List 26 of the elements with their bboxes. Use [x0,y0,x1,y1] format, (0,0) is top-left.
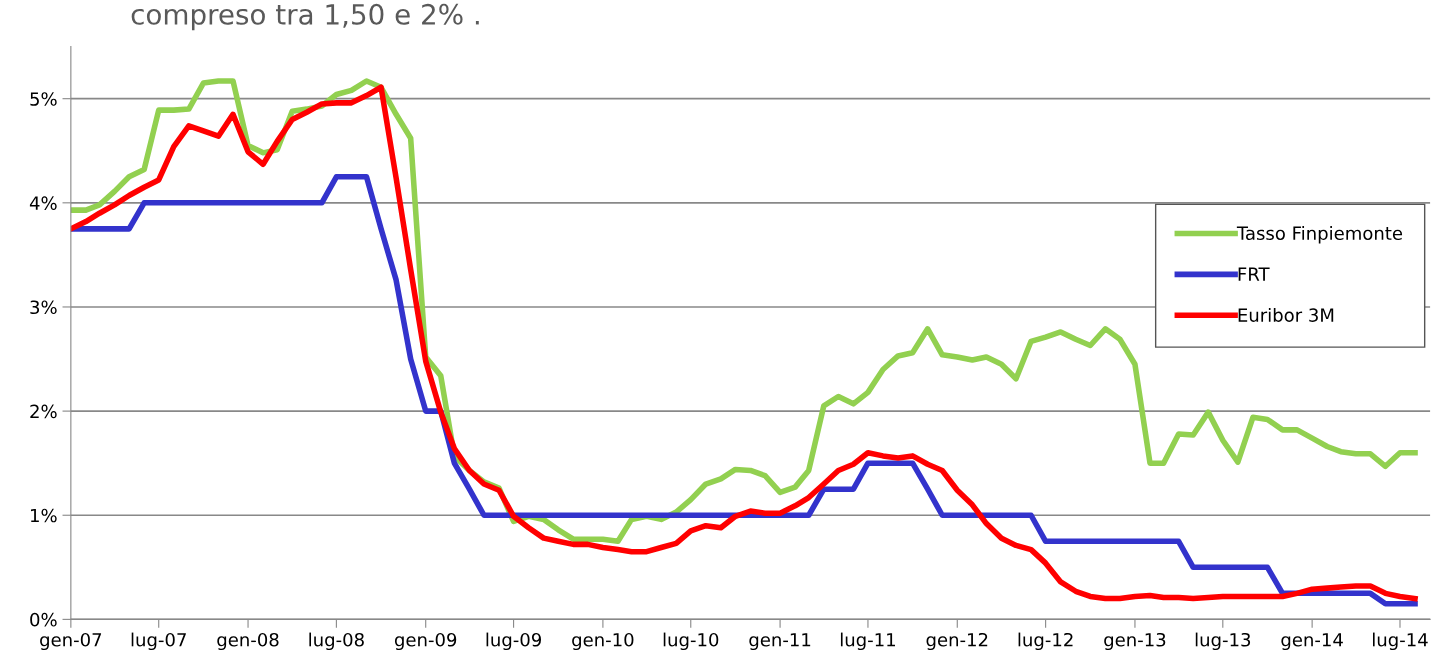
x-tick-label: lug-09 [486,632,542,651]
y-tick-label: 5% [30,92,57,106]
y-tick-label: 4% [29,196,57,210]
x-tick-label: lug-07 [131,632,186,651]
x-tick-label: lug-08 [309,632,364,651]
x-tick-label: gen-09 [394,632,457,651]
legend-label: FRT [1238,267,1270,281]
x-tick-label: gen-11 [749,633,811,651]
legend-label: Tasso Finpiemonte [1236,226,1403,244]
x-tick-label: gen-12 [926,632,988,651]
y-tick-label: 3% [30,300,57,315]
y-tick-label: 2% [30,404,57,419]
chart-title: compreso tra 1,50 e 2% . [131,3,479,31]
legend-label: Euribor 3M [1238,307,1334,322]
x-tick-label: lug-14 [1372,632,1428,651]
x-tick-label: lug-12 [1018,632,1073,651]
y-tick-label: 0% [30,612,57,627]
x-tick-label: lug-11 [840,632,895,651]
x-tick-label: gen-10 [572,632,634,651]
y-tick-label: 1% [31,508,57,523]
x-tick-label: gen-14 [1281,633,1343,651]
x-tick-label: lug-13 [1195,632,1251,651]
x-tick-label: gen-08 [217,632,279,651]
x-tick-label: lug-10 [663,632,719,651]
x-tick-label: gen-13 [1104,632,1166,651]
x-tick-label: gen-07 [40,632,102,651]
